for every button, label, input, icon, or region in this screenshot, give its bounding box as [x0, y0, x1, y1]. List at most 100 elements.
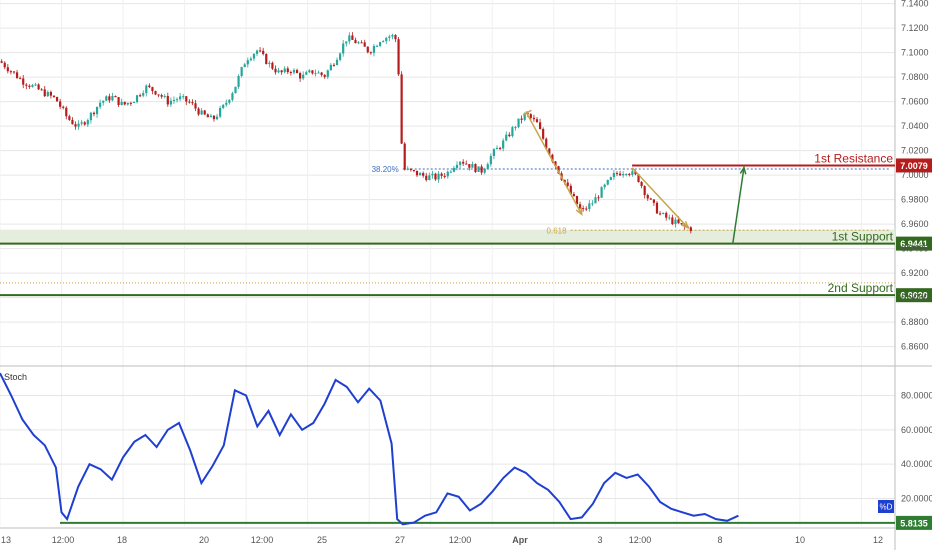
candle-body: [222, 104, 225, 108]
level-label-2: 1st Support: [832, 230, 894, 244]
candle-body: [268, 62, 271, 65]
stoch-baseline-badge: [896, 515, 932, 530]
candle-body: [31, 85, 34, 87]
candle-body: [348, 35, 351, 42]
candle-body: [182, 96, 185, 98]
price-axis-tick-label: 7.1200: [901, 23, 929, 33]
candle-body: [3, 62, 6, 68]
candle-body: [172, 99, 176, 101]
gold-arrow-leg-1-tip: [522, 109, 532, 116]
candle-body: [19, 78, 22, 80]
candle-body: [280, 70, 283, 73]
candle-body: [329, 64, 332, 71]
level-price-badge-text-1: 7.0079: [900, 161, 928, 171]
candle-body: [492, 149, 496, 157]
candle-body: [548, 148, 551, 155]
candle-body: [95, 106, 99, 115]
candle-body: [618, 173, 622, 176]
candle-body: [197, 108, 200, 115]
time-axis-tick-label: 10: [795, 535, 805, 545]
stoch-last-value-badge-text: %D: [880, 503, 893, 512]
candle-body: [412, 170, 416, 172]
candle-body: [237, 76, 240, 87]
candle-body: [259, 50, 262, 52]
candle-body: [382, 41, 385, 43]
candle-body: [169, 100, 172, 105]
price-axis-tick-label: 7.1000: [901, 48, 929, 58]
time-axis-tick-label: 20: [199, 535, 209, 545]
candle-body: [612, 173, 616, 178]
candle-body: [585, 208, 588, 210]
candle-body: [332, 64, 336, 66]
time-axis-tick-label: Apr: [512, 535, 528, 545]
candle-body: [323, 74, 326, 77]
candle-body: [538, 122, 542, 130]
candle-body: [308, 70, 311, 73]
price-axis-tick-label: 7.0200: [901, 146, 929, 156]
time-axis-tick-label: 18: [117, 535, 127, 545]
candle-body: [145, 85, 148, 94]
candle-body: [554, 161, 557, 167]
time-axis-tick-label: 13: [1, 535, 11, 545]
candle-body: [320, 72, 323, 75]
candle-body: [545, 138, 548, 149]
candle-body: [99, 102, 102, 107]
candle-body: [354, 39, 357, 44]
candle-body: [575, 196, 579, 205]
candle-body: [505, 134, 508, 141]
candle-body: [388, 36, 391, 38]
candle-body: [628, 173, 631, 175]
candle-body: [394, 34, 397, 40]
level-price-badge-3: [896, 288, 932, 303]
gold-arrow-leg-1-head: [575, 207, 583, 217]
gold-arrow-leg-2: [631, 167, 689, 229]
candle-body: [55, 97, 59, 102]
candle-body: [311, 70, 314, 74]
price-axis-tick-label: 6.9600: [901, 219, 929, 229]
candle-body: [622, 174, 625, 176]
candle-body: [443, 175, 446, 177]
candle-body: [455, 164, 459, 168]
candle-body: [148, 85, 151, 88]
candle-body: [462, 161, 465, 164]
candle-body: [366, 46, 369, 53]
candle-body: [431, 173, 434, 176]
candle-body: [262, 50, 265, 55]
candle-body: [231, 93, 234, 100]
candle-body: [52, 95, 56, 98]
candle-body: [588, 203, 591, 210]
candle-body: [203, 110, 206, 115]
candle-body: [674, 219, 677, 225]
candle-body: [437, 173, 440, 180]
gold-arrow-leg-1: [525, 111, 583, 215]
candle-body: [283, 68, 286, 73]
candle-body: [625, 173, 628, 175]
price-axis-tick-label: 7.0600: [901, 97, 929, 107]
candle-body: [80, 122, 83, 124]
candle-body: [523, 113, 526, 120]
candle-body: [502, 140, 505, 149]
candle-body: [292, 70, 296, 73]
candle-body: [514, 127, 517, 129]
candle-body: [265, 54, 268, 65]
candle-body: [15, 72, 19, 79]
candle-body: [139, 95, 142, 97]
candle-body: [683, 224, 686, 227]
candle-body: [668, 217, 671, 219]
candle-body: [249, 58, 252, 61]
candle-body: [188, 101, 191, 103]
candle-body: [406, 168, 409, 170]
fib-level-label: 0.618: [547, 226, 568, 235]
candle-body: [640, 182, 643, 187]
candle-body: [277, 70, 280, 73]
candle-body: [655, 202, 659, 214]
price-axis-tick-label: 6.8600: [901, 342, 929, 352]
stoch-axis-tick-label: 80.0000: [901, 390, 932, 400]
candle-body: [43, 89, 46, 97]
stoch-baseline-badge-text: 5.8135: [900, 518, 928, 528]
candle-body: [631, 171, 634, 175]
candle-body: [428, 175, 431, 181]
candle-body: [302, 74, 305, 79]
candle-body: [345, 41, 348, 44]
